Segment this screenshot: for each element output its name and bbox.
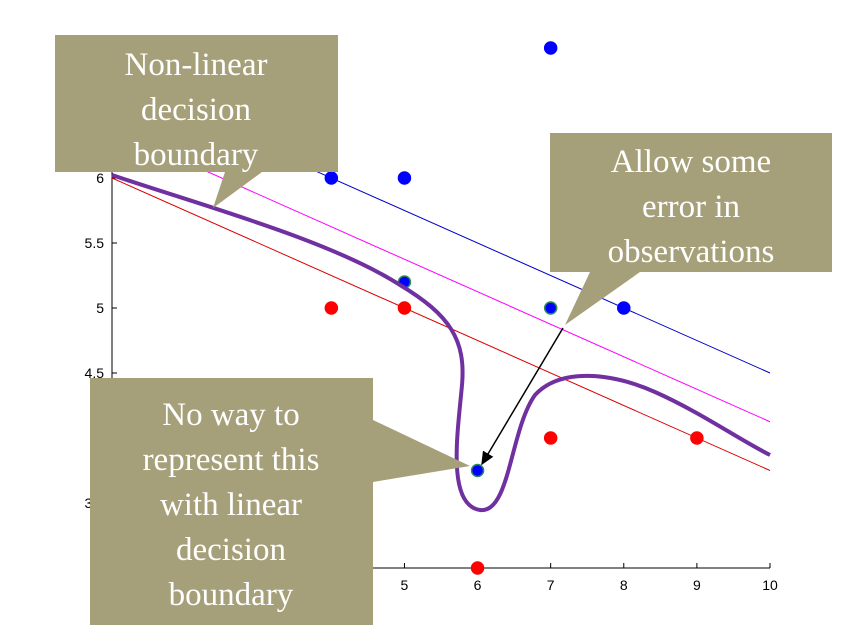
callout-text: observations: [608, 234, 775, 270]
arrow: [481, 327, 564, 466]
callout-text: decision: [141, 92, 251, 128]
margin-line: [111, 128, 771, 423]
callout-text: boundary: [134, 137, 259, 173]
x-tick-label: 7: [547, 577, 555, 593]
callout-box: [55, 35, 338, 208]
point: [617, 301, 631, 315]
callout-text: Non-linear: [125, 47, 268, 83]
x-tick-label: 8: [620, 577, 628, 593]
point: [397, 301, 412, 315]
point: [397, 171, 412, 185]
margin-line: [111, 177, 771, 471]
point: [543, 41, 558, 55]
callout-box: [550, 133, 832, 325]
point: [543, 301, 558, 315]
point: [690, 431, 704, 445]
callout-text: No way to: [162, 397, 299, 433]
callout-text: boundary: [169, 577, 294, 613]
callout-text: error in: [642, 189, 740, 225]
callouts: Non-linear decision boundary Allow some erro…: [125, 47, 775, 613]
point: [324, 301, 339, 315]
point: [324, 171, 339, 185]
callout-text: decision: [176, 532, 286, 568]
callout-box: [90, 378, 470, 625]
callout-text: Allow some: [611, 144, 771, 180]
x-tick-label: 9: [693, 577, 701, 593]
nonlinear-boundary: [111, 173, 771, 513]
point: [470, 463, 485, 478]
point: [543, 431, 558, 445]
y-tick-label: 5: [96, 300, 104, 316]
x-tick-label: 5: [401, 577, 409, 593]
callout-text: with linear: [160, 487, 302, 523]
callout-text: represent this: [143, 442, 320, 478]
y-tick-label: 4.5: [85, 365, 105, 381]
y-tick-label: 5.5: [85, 235, 105, 251]
point: [470, 561, 485, 575]
x-tick-label: 6: [474, 577, 482, 593]
x-tick-label: 10: [762, 577, 778, 593]
y-tick-label: 6: [96, 170, 104, 186]
